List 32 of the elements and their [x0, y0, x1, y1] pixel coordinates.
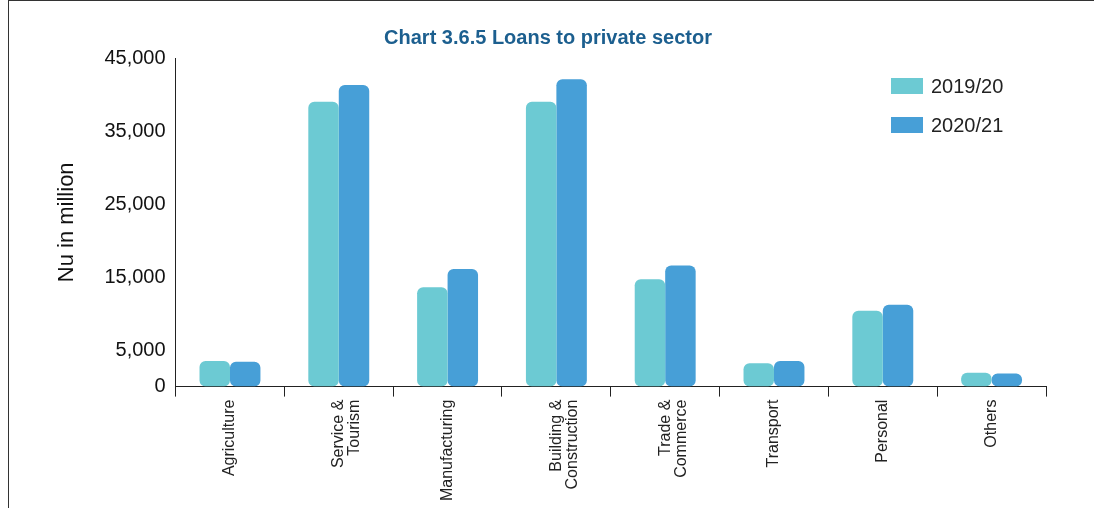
x-tick-label: Service & Tourism	[329, 399, 363, 469]
bar	[773, 361, 805, 387]
x-tick-label: Transport	[764, 399, 782, 468]
bar	[556, 79, 587, 387]
x-tick-label: Agriculture	[220, 399, 238, 477]
y-tick-label: 25,000	[104, 191, 166, 214]
chart-title: Chart 3.6.5 Loans to private sector	[384, 25, 713, 48]
bar	[525, 101, 557, 387]
x-tick-label: Trade & Commerce	[655, 399, 689, 478]
x-tick-label: Others	[982, 399, 999, 448]
x-tick-label: Building & Construction	[546, 399, 580, 490]
bar	[338, 85, 370, 387]
bar	[199, 361, 230, 387]
legend-label: 2019/20	[931, 74, 1004, 97]
bar	[634, 279, 666, 387]
y-tick-label: 35,000	[104, 118, 166, 141]
bar	[229, 361, 261, 387]
x-tick-label: Manufacturing	[437, 399, 455, 501]
x-tick-label: Personal	[873, 399, 891, 463]
bar	[665, 265, 696, 387]
y-tick-label: 45,000	[104, 45, 166, 68]
bar	[882, 304, 914, 387]
y-tick-label: 15,000	[104, 264, 166, 287]
y-tick-label: 5,000	[115, 337, 166, 360]
bar	[743, 363, 774, 387]
bar	[447, 269, 479, 387]
bar	[308, 101, 339, 387]
bar	[852, 310, 883, 387]
y-axis-title: Nu in million	[53, 162, 79, 283]
y-tick-label: 0	[154, 374, 166, 397]
legend-label: 2020/21	[931, 113, 1004, 136]
bar	[417, 287, 448, 387]
